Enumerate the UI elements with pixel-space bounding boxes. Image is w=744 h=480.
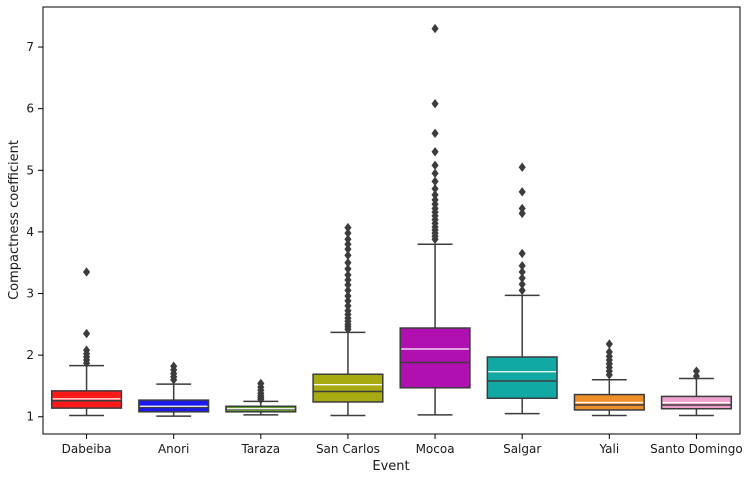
- x-axis: Dabeiba Anori Taraza San Carlos Mocoa Salgar Y…: [62, 434, 743, 456]
- outlier-point: [82, 267, 91, 277]
- box-santo-domingo: [660, 366, 733, 417]
- outlier-point: [82, 345, 91, 355]
- outlier-point: [344, 285, 352, 296]
- box-body: [399, 327, 471, 389]
- outlier-point: [344, 228, 352, 238]
- x-tick-label: San Carlos: [316, 442, 380, 456]
- outlier-point: [170, 361, 178, 371]
- y-tick-label: 6: [26, 102, 34, 116]
- x-tick-label: Yali: [598, 442, 619, 456]
- x-axis-label: Event: [372, 459, 409, 474]
- y-tick-label: 2: [26, 348, 34, 362]
- y-tick-label: 3: [26, 287, 34, 301]
- outlier-point: [518, 248, 526, 259]
- outlier-point: [344, 296, 352, 306]
- x-tick-label: Santo Domingo: [650, 442, 743, 456]
- x-tick-label: Dabeiba: [62, 442, 112, 456]
- x-tick-label: Mocoa: [416, 442, 455, 456]
- outlier-point: [344, 250, 352, 261]
- outlier-point: [518, 208, 526, 219]
- box-mocoa: [399, 23, 471, 416]
- outlier-point: [344, 264, 352, 274]
- box-san-carlos: [312, 222, 384, 417]
- outlier-point: [344, 306, 352, 316]
- box-yali: [573, 339, 645, 417]
- outlier-point: [257, 378, 265, 389]
- outlier-point: [344, 258, 352, 268]
- outlier-point: [431, 23, 439, 34]
- box-dabeiba: [50, 267, 123, 417]
- box-salgar: [486, 162, 558, 415]
- outlier-point: [344, 301, 352, 311]
- box-body: [312, 373, 384, 403]
- outlier-point: [518, 273, 526, 283]
- outlier-point: [518, 267, 526, 277]
- box-body: [486, 356, 558, 400]
- outlier-point: [82, 328, 91, 339]
- box-group: [50, 23, 733, 417]
- outlier-point: [518, 279, 526, 289]
- outlier-point: [692, 371, 701, 381]
- x-tick-label: Salgar: [503, 442, 541, 456]
- outlier-point: [344, 239, 352, 249]
- outlier-point: [518, 162, 526, 172]
- y-axis: 1 2 3 4 5 6 7: [26, 40, 43, 424]
- box-anori: [138, 361, 210, 417]
- outlier-point: [692, 366, 701, 376]
- y-tick-label: 4: [26, 225, 34, 239]
- outlier-point: [431, 147, 439, 157]
- plot-frame: [42, 6, 741, 435]
- outlier-point: [431, 195, 439, 205]
- outlier-point: [518, 261, 526, 271]
- outlier-point: [431, 160, 439, 171]
- outlier-point: [431, 176, 439, 187]
- outlier-point: [605, 347, 613, 357]
- outlier-point: [605, 339, 613, 349]
- outlier-point: [344, 222, 352, 233]
- x-tick-label: Taraza: [240, 442, 280, 456]
- box-taraza: [225, 378, 297, 416]
- outlier-point: [344, 234, 352, 244]
- outlier-point: [431, 168, 439, 179]
- outlier-point: [431, 190, 439, 200]
- y-axis-label: Compactness coefficient: [7, 140, 22, 300]
- outlier-point: [431, 128, 439, 139]
- y-tick-label: 7: [26, 40, 34, 54]
- outlier-point: [344, 291, 352, 301]
- outlier-point: [518, 203, 526, 214]
- outlier-point: [518, 187, 526, 197]
- y-tick-label: 1: [26, 410, 34, 424]
- outlier-point: [344, 280, 352, 290]
- outlier-point: [344, 244, 352, 254]
- y-tick-label: 5: [26, 163, 34, 177]
- outlier-point: [344, 270, 352, 280]
- x-tick-label: Anori: [158, 442, 189, 456]
- outlier-point: [431, 99, 439, 109]
- outlier-point: [344, 275, 352, 285]
- outlier-point: [431, 184, 439, 194]
- outlier-point: [518, 285, 526, 296]
